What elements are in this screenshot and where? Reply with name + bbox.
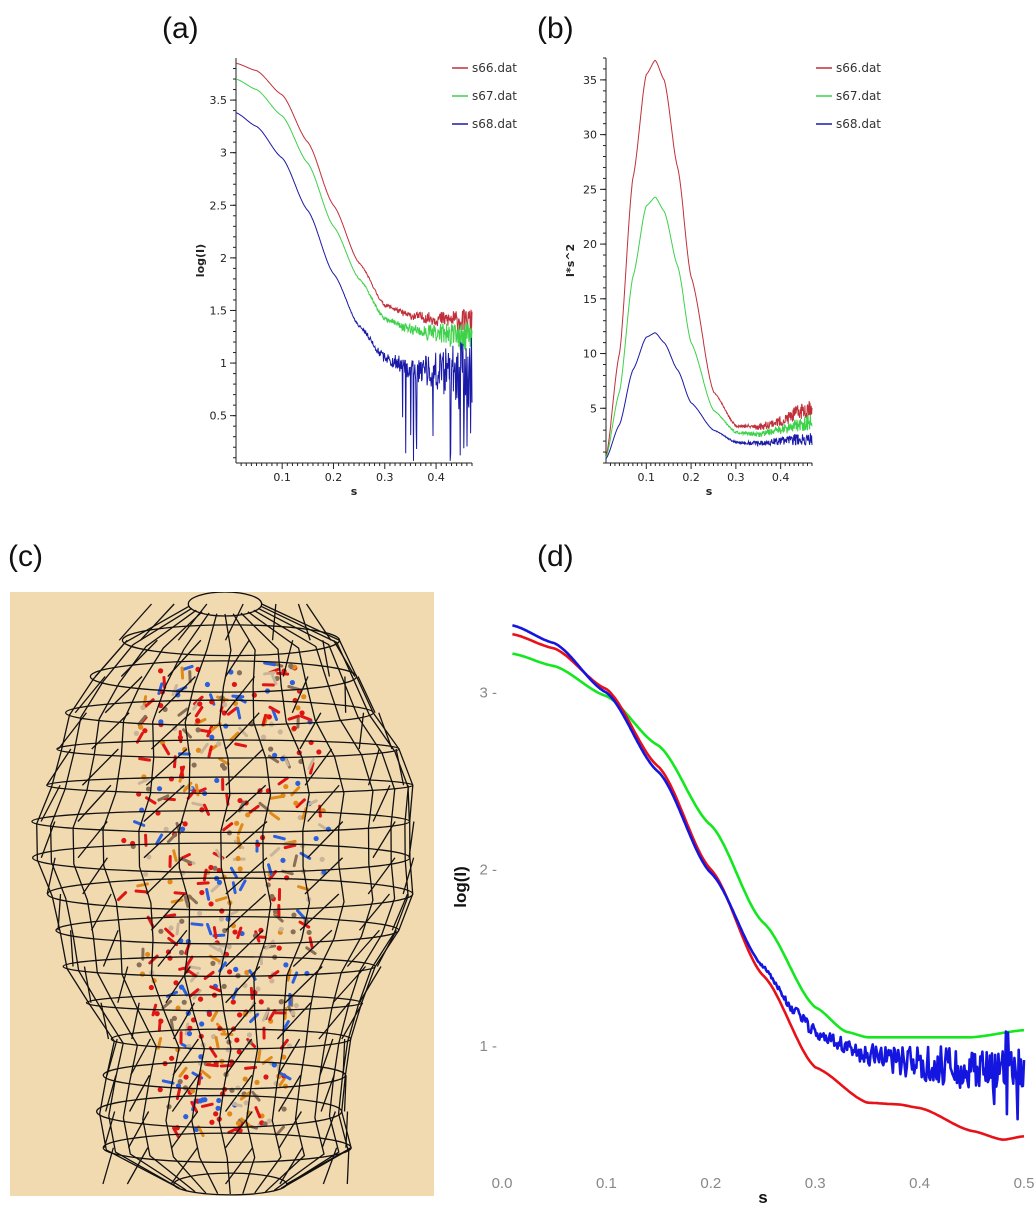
- series-line-s66-dat: [236, 62, 473, 332]
- x-tick-label: 0.1: [273, 471, 291, 484]
- y-tick-label: 1 -: [479, 1038, 497, 1055]
- panel-label-c: (c): [8, 540, 43, 573]
- x-tick-label: 0.4: [909, 1175, 930, 1192]
- x-tick-label: 0.5: [1014, 1175, 1035, 1192]
- legend-label: s67.dat: [472, 89, 517, 103]
- y-axis-label: log(I): [194, 244, 207, 277]
- y-axis-label: log(I): [451, 866, 470, 908]
- molecule-atoms: [116, 661, 332, 1139]
- series-line-s66-dat: [605, 59, 813, 458]
- y-tick-label: 30: [583, 129, 597, 142]
- x-tick-label: 0.1: [638, 471, 656, 484]
- y-tick-label: 3.5: [210, 94, 228, 107]
- y-tick-label: 15: [583, 293, 597, 306]
- x-tick-label: 0.0: [492, 1175, 513, 1192]
- x-tick-label: 0.3: [805, 1175, 826, 1192]
- envelope-mesh: [31, 592, 415, 1196]
- y-tick-label: 3: [220, 147, 227, 160]
- y-tick-label: 2.5: [210, 199, 228, 212]
- y-tick-label: 2: [220, 252, 227, 265]
- series-line-s67-dat: [235, 78, 473, 351]
- y-tick-label: 0.5: [210, 410, 228, 423]
- series-line-green: [512, 652, 1025, 1039]
- y-tick-label: 1.5: [210, 304, 228, 317]
- envelope-mesh-picture: [31, 592, 415, 1196]
- panel-label-b: (b): [537, 12, 574, 45]
- x-tick-label: 0.2: [682, 471, 700, 484]
- x-tick-label: 0.4: [427, 471, 445, 484]
- x-tick-label: 0.4: [772, 471, 790, 484]
- panel-label-a: (a): [162, 12, 199, 45]
- chart-a-log-intensity: 0.1 0.2 0.3 0.4 0.5 1 1.5 2 2.5 3 3.5 s log(I) s66.da…: [194, 58, 517, 498]
- legend-label: s67.dat: [836, 89, 881, 103]
- x-axis-label: s: [351, 485, 358, 498]
- series-line-red: [512, 632, 1025, 1141]
- x-tick-label: 0.1: [596, 1175, 617, 1192]
- legend-label: s66.dat: [836, 61, 881, 75]
- x-axis-label: s: [706, 485, 713, 498]
- y-tick-label: 1: [220, 357, 227, 370]
- y-axis-label: I*s^2: [564, 244, 577, 277]
- chart-b-kratky-plot: 0.1 0.2 0.3 0.4 5 10 15 20 25 30 35 s I*s^2 s66.dat s6…: [564, 57, 881, 498]
- series-line-s67-dat: [605, 196, 813, 458]
- y-tick-label: 3 -: [479, 685, 497, 702]
- x-axis-label: s: [758, 1188, 767, 1207]
- envelope-model-image: [10, 592, 434, 1196]
- series-line-blue: [512, 624, 1026, 1121]
- legend-label: s66.dat: [472, 61, 517, 75]
- y-tick-label: 5: [590, 402, 597, 415]
- series-line-s68-dat: [605, 332, 813, 459]
- y-tick-label: 20: [583, 238, 597, 251]
- y-tick-label: 10: [583, 348, 597, 361]
- x-tick-label: 0.2: [700, 1175, 721, 1192]
- y-tick-label: 35: [583, 74, 597, 87]
- y-tick-label: 2 -: [479, 861, 497, 878]
- chart-d-model-fit: 0.0 0.1 0.2 0.3 0.4 0.5 1 - 2 - 3 - s log(I): [451, 624, 1035, 1207]
- panel-label-d: (d): [537, 540, 574, 573]
- series-line-s68-dat: [235, 112, 473, 461]
- legend-label: s68.dat: [472, 117, 517, 131]
- legend-label: s68.dat: [836, 117, 881, 131]
- x-tick-label: 0.3: [727, 471, 745, 484]
- x-tick-label: 0.2: [325, 471, 343, 484]
- y-tick-label: 25: [583, 183, 597, 196]
- x-tick-label: 0.3: [376, 471, 394, 484]
